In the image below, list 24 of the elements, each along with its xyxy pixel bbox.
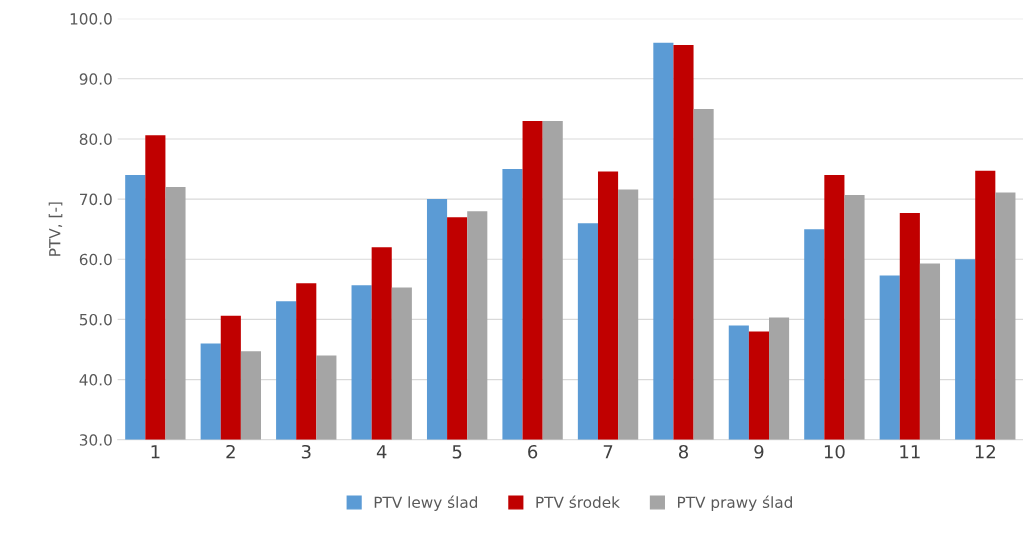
y-axis-title: PTV, [-] xyxy=(48,202,63,256)
x-tick-label: 4 xyxy=(376,445,387,459)
x-tick-label: 8 xyxy=(678,444,688,459)
y-tick-label: 90.0 xyxy=(79,73,112,85)
x-tick-label: 10 xyxy=(824,444,845,459)
y-tick-label: 60.0 xyxy=(79,253,112,266)
y-tick-label: 40.0 xyxy=(79,374,112,386)
x-tick-label: 7 xyxy=(603,445,613,459)
y-tick-label: 70.0 xyxy=(80,193,112,206)
x-tick-label: 2 xyxy=(226,444,235,459)
legend-label: PTV środek xyxy=(536,495,620,509)
x-tick-label: 12 xyxy=(975,444,995,459)
x-tick-label: 3 xyxy=(301,444,311,459)
y-tick-label: 100.0 xyxy=(70,13,112,25)
x-tick-label: 11 xyxy=(900,445,920,459)
x-tick-label: 5 xyxy=(452,445,462,459)
x-tick-label: 6 xyxy=(528,444,538,459)
y-tick-label: 50.0 xyxy=(79,313,112,326)
x-tick-label: 1 xyxy=(151,445,160,459)
y-tick-label: 80.0 xyxy=(79,133,112,145)
legend-label: PTV lewy ślad xyxy=(374,495,478,511)
y-tick-label: 30.0 xyxy=(79,434,112,446)
x-tick-label: 9 xyxy=(754,444,764,459)
legend-label: PTV prawy ślad xyxy=(678,495,792,511)
